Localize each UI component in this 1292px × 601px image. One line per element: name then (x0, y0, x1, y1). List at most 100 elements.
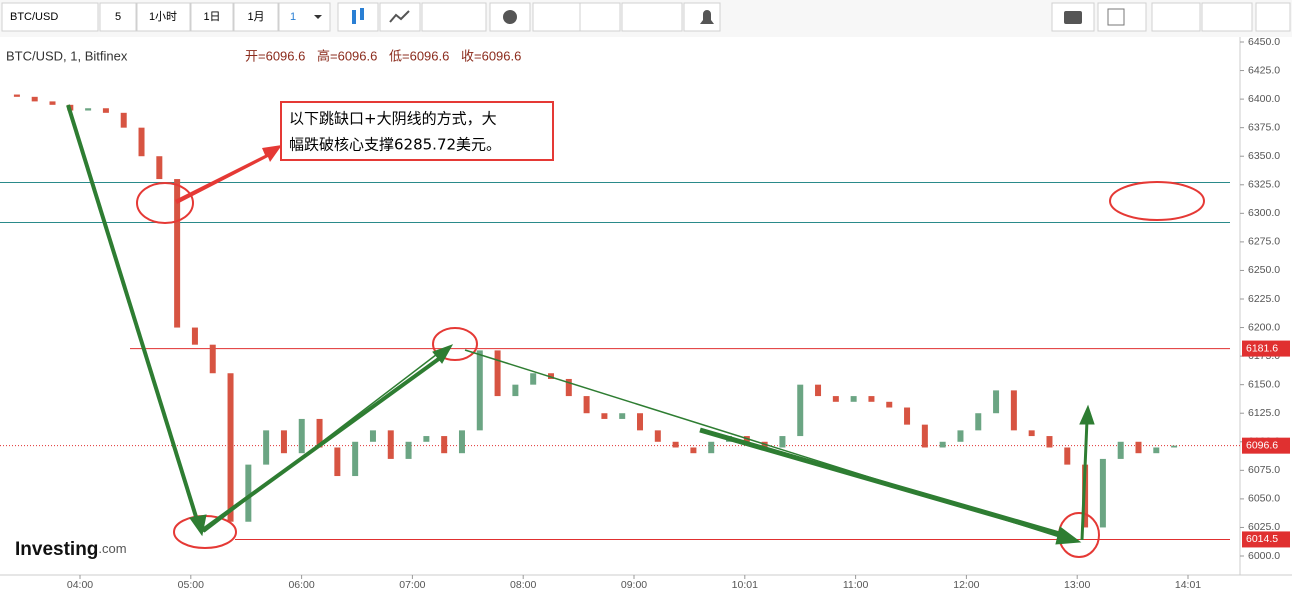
green-arrows (66, 104, 1095, 545)
candle (369, 430, 376, 442)
candle (334, 447, 341, 477)
candle (494, 350, 501, 397)
candle (405, 441, 412, 459)
y-tick-label: 6350.0 (1248, 150, 1280, 162)
btn-label: 1小时 (149, 10, 177, 23)
candle (191, 327, 198, 345)
candle (975, 413, 982, 431)
candle (263, 430, 270, 465)
annotation-line: 以下跳缺口+大阴线的方式，大 (289, 110, 497, 128)
candle (1153, 447, 1160, 454)
y-tick-label: 6375.0 (1248, 121, 1280, 133)
symbol: BTC/USD (10, 11, 58, 23)
cloud-btn[interactable] (1151, 2, 1201, 32)
candle (530, 373, 537, 385)
draw-btn[interactable] (421, 2, 487, 32)
candle (1046, 436, 1053, 448)
x-tick-label: 05:00 (178, 579, 204, 591)
x-tick-label: 10:01 (732, 579, 758, 591)
candle (280, 430, 287, 454)
candle (886, 401, 893, 408)
candle (476, 350, 483, 431)
candle-btn[interactable] (337, 2, 379, 32)
y-tick-label: 6450.0 (1248, 36, 1280, 48)
symbol-box[interactable] (1, 2, 99, 32)
fullscreen-btn[interactable] (1255, 2, 1291, 32)
candle (672, 441, 679, 448)
ohlc-value: 低=6096.6 (389, 48, 449, 63)
alert-btn[interactable] (683, 2, 721, 32)
btn[interactable] (233, 2, 279, 32)
logo: Investing.com (15, 539, 127, 560)
candle (441, 436, 448, 454)
candle (352, 441, 359, 477)
candle (512, 384, 519, 397)
btn-label: 1日 (203, 11, 220, 23)
candle (102, 108, 109, 113)
y-tick-label: 6200.0 (1248, 321, 1280, 333)
x-tick-label: 06:00 (288, 579, 314, 591)
candle (1099, 458, 1106, 528)
x-tick-label: 09:00 (621, 579, 647, 591)
interval-box[interactable] (99, 2, 137, 32)
candle (957, 430, 964, 442)
price-tag-label: 6014.5 (1246, 533, 1278, 545)
candle (13, 94, 20, 97)
candle (49, 101, 56, 105)
y-tick-label: 6050.0 (1248, 493, 1280, 505)
candle (156, 156, 163, 180)
y-tick-label: 6325.0 (1248, 179, 1280, 191)
btn[interactable] (190, 2, 234, 32)
candle (939, 441, 946, 448)
candle (1010, 390, 1017, 431)
price-tag-label: 6096.6 (1246, 439, 1278, 451)
annotation-box (280, 101, 554, 161)
candle (904, 407, 911, 425)
x-tick-label: 12:00 (953, 579, 979, 591)
candle (423, 436, 430, 442)
undo-btn[interactable] (621, 2, 683, 32)
y-tick-label: 6275.0 (1248, 236, 1280, 248)
y-tick-label: 6025.0 (1248, 521, 1280, 533)
candle (1135, 441, 1142, 454)
candle (1028, 430, 1035, 437)
candle (779, 436, 786, 448)
logo-main: Investing (15, 539, 98, 560)
y-tick-label: 6150.0 (1248, 378, 1280, 390)
price-tag (1242, 340, 1290, 357)
y-tick-label: 6425.0 (1248, 64, 1280, 76)
interval: 5 (115, 11, 121, 23)
x-tick-label: 11:00 (843, 579, 869, 591)
y-tick-label: 6300.0 (1248, 207, 1280, 219)
upload-btn[interactable] (1201, 2, 1253, 32)
btn[interactable] (136, 2, 191, 32)
candle (690, 447, 697, 454)
candle (601, 413, 608, 419)
candle (138, 127, 145, 157)
candle (708, 441, 715, 454)
candle (619, 413, 626, 419)
candle (547, 373, 554, 379)
annotation-line: 幅跌破核心支撑6285.72美元。 (289, 136, 501, 154)
candle (31, 96, 38, 102)
caret (314, 15, 322, 19)
price-tag (1242, 437, 1290, 454)
candle (815, 384, 822, 397)
compare-btn[interactable] (579, 2, 621, 32)
candle (868, 396, 875, 402)
x-tick-label: 04:00 (67, 579, 93, 591)
btn-selected[interactable] (278, 2, 331, 32)
candle (1064, 447, 1071, 465)
x-tick-label: 14:01 (1175, 579, 1201, 591)
candle (209, 344, 216, 374)
x-tick-label: 07:00 (399, 579, 425, 591)
y-tick-label: 6075.0 (1248, 464, 1280, 476)
y-tick-label: 6125.0 (1248, 407, 1280, 419)
candle (227, 373, 234, 522)
price-tag-label: 6181.6 (1246, 342, 1278, 354)
indicator-btn[interactable] (532, 2, 586, 32)
price-tag (1242, 531, 1290, 548)
candle (797, 384, 804, 437)
